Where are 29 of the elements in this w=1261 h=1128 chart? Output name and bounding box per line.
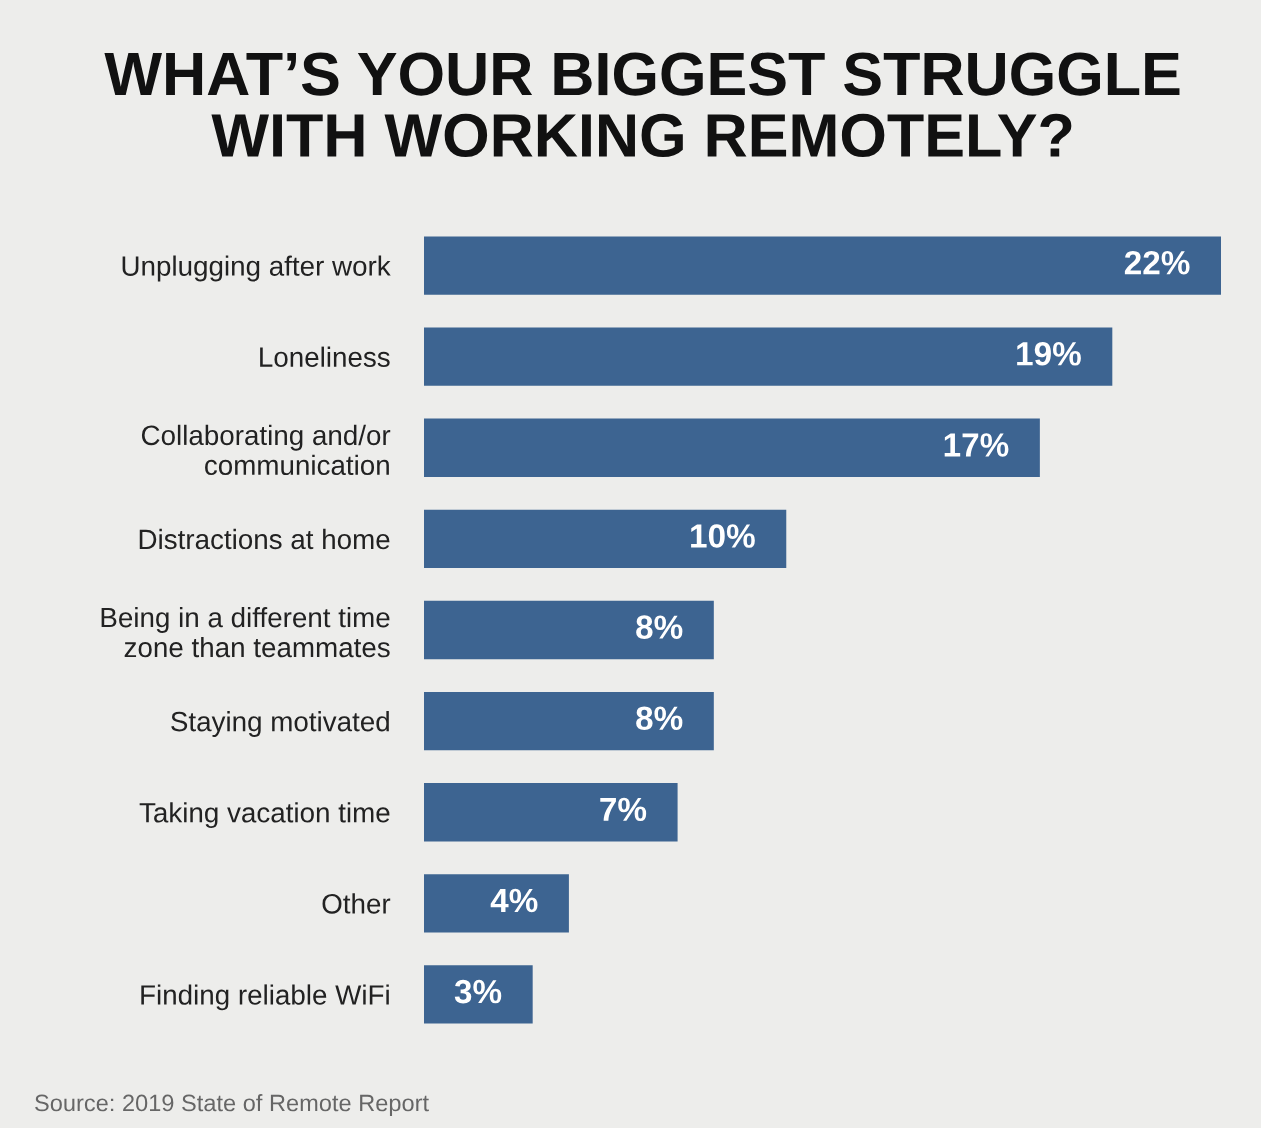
- y-tick-label: Taking vacation time: [139, 802, 390, 829]
- bar: [424, 691, 714, 751]
- y-tick-label: Collaborating and/or communication: [141, 424, 391, 476]
- data-label: 10%: [691, 524, 755, 548]
- bar: [424, 965, 533, 1024]
- bar: [424, 600, 714, 660]
- y-tick-label: Being in a different time zone than teammates: [101, 606, 390, 658]
- bar: [424, 509, 787, 569]
- source-note: Source: 2019 State of Remote Report: [35, 1094, 429, 1117]
- data-label: 19%: [1017, 342, 1081, 366]
- bar: [424, 874, 569, 933]
- data-label: 3%: [454, 979, 502, 1004]
- data-label: 22%: [1124, 250, 1190, 275]
- y-tick-label: Other: [322, 893, 391, 914]
- bar: [424, 236, 1221, 295]
- bar: [424, 327, 1113, 386]
- bar: [424, 418, 1040, 477]
- y-tick-label: Finding reliable WiFi: [141, 984, 389, 1011]
- y-tick-label: Unplugging after work: [122, 255, 391, 282]
- data-label: 4%: [490, 888, 538, 913]
- data-label: 17%: [944, 433, 1009, 457]
- y-tick-label: Staying motivated: [171, 711, 389, 737]
- chart-title: WHAT’S YOUR BIGGEST STRUGGLE WITH WORKING REMOTELY?: [104, 52, 1180, 158]
- y-tick-label: Loneliness: [260, 346, 390, 368]
- bar: [424, 783, 678, 842]
- y-tick-label: Distractions at home: [139, 528, 390, 550]
- data-label: 8%: [636, 706, 683, 731]
- data-label: 8%: [636, 615, 683, 639]
- data-label: 7%: [600, 797, 647, 822]
